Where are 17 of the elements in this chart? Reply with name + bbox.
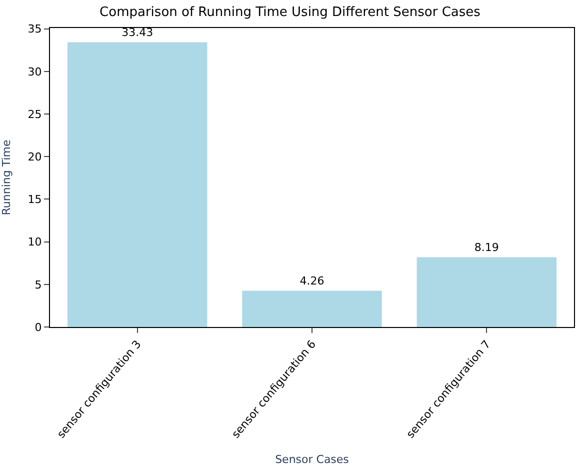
chart-title: Comparison of Running Time Using Different Sensor Cases: [100, 5, 481, 20]
data-label: 4.26: [300, 274, 324, 288]
y-tick-label: 30: [28, 65, 42, 78]
x-axis-title: Sensor Cases: [275, 452, 350, 466]
y-tick-label: 25: [28, 108, 42, 121]
y-axis-title: Running Time: [0, 140, 13, 216]
y-tick-label: 10: [28, 236, 42, 249]
bar: [242, 290, 382, 327]
y-tick-label: 20: [28, 150, 42, 164]
y-tick-label: 5: [34, 278, 42, 292]
bar: [416, 257, 557, 327]
y-tick-label: 0: [34, 320, 42, 334]
y-tick-label: 15: [28, 193, 42, 206]
data-label: 8.19: [474, 241, 499, 254]
bar: [67, 42, 208, 327]
y-tick-label: 35: [28, 22, 42, 36]
data-label: 33.43: [122, 26, 154, 40]
